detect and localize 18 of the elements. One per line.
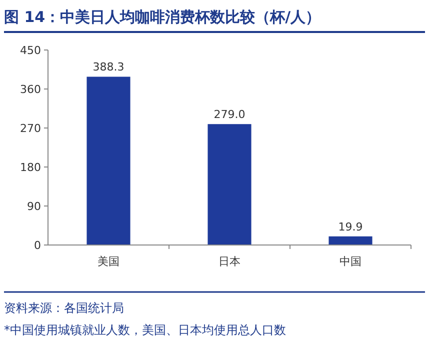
- data-label: 279.0: [214, 108, 246, 122]
- bar: [208, 124, 252, 245]
- y-tick-label: 180: [20, 160, 41, 174]
- bar: [86, 76, 130, 245]
- y-tick-label: 0: [34, 238, 41, 252]
- y-tick-label: 360: [20, 82, 41, 96]
- y-tick-label: 270: [20, 122, 41, 135]
- text: 资料来源：各国统计局: [4, 301, 124, 315]
- x-tick-label: 日本: [218, 255, 240, 268]
- bar: [328, 236, 372, 245]
- y-tick-label: 90: [27, 200, 41, 213]
- chart-title: 图 14：中美日人均咖啡消费杯数比较（杯/人）: [4, 8, 321, 26]
- x-tick-label: 美国: [98, 255, 120, 268]
- text: *中国使用城镇就业人数，美国、日本均使用总人口数: [4, 323, 286, 337]
- data-label: 388.3: [92, 60, 124, 74]
- x-tick-label: 中国: [340, 255, 362, 268]
- data-label: 19.9: [338, 220, 363, 234]
- y-tick-label: 450: [20, 44, 41, 57]
